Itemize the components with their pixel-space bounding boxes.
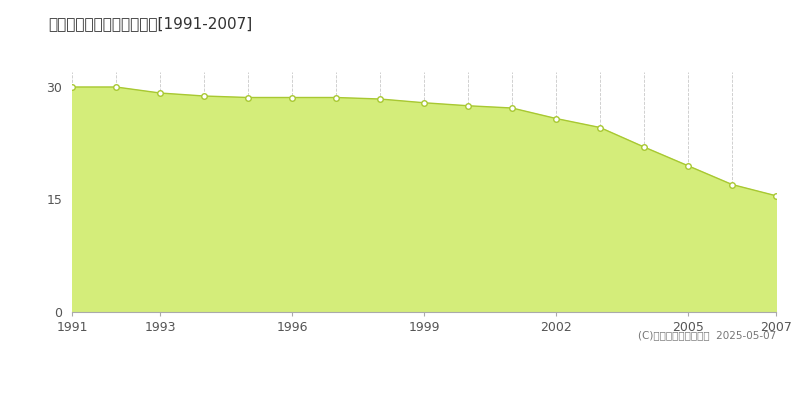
Text: 富士市鬻島　公示地価推移[1991-2007]: 富士市鬻島 公示地価推移[1991-2007] (48, 16, 252, 31)
Text: (C)土地価格ドットコム  2025-05-07: (C)土地価格ドットコム 2025-05-07 (638, 330, 776, 340)
